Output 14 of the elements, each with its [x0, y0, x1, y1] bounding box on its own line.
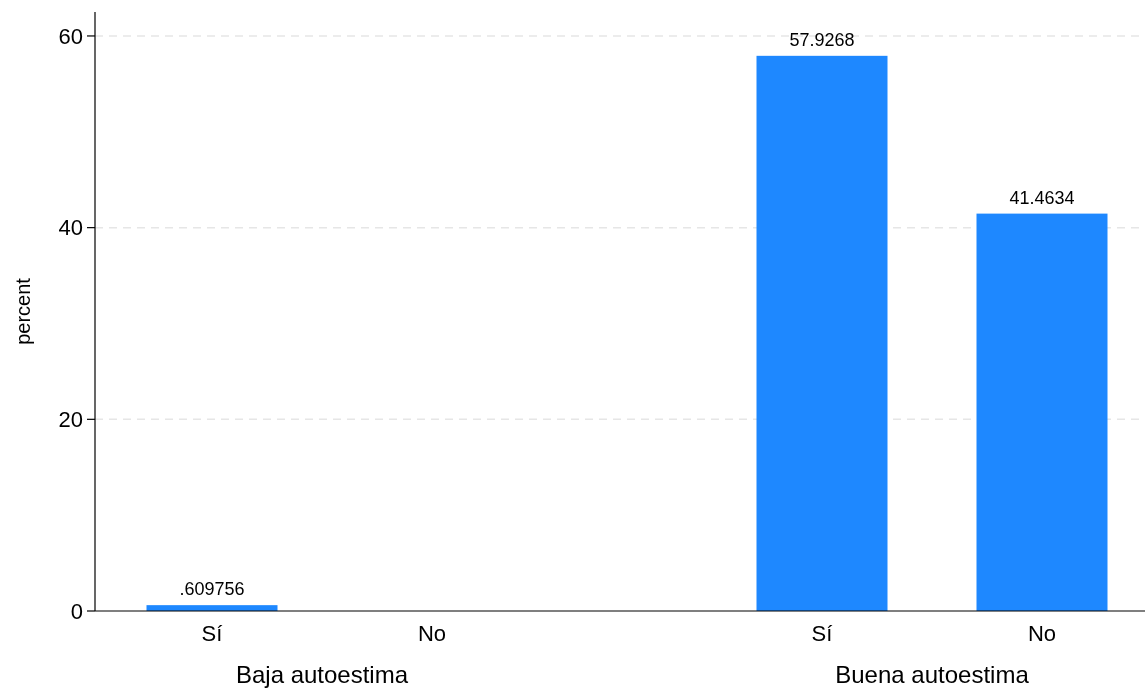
x-tick-label: No — [417, 621, 447, 646]
y-tick-label: 40 — [58, 215, 83, 241]
data-label: 57.9268 — [789, 29, 855, 50]
y-axis-title: percent — [12, 277, 34, 345]
data-label: .609756 — [179, 579, 245, 600]
data-label: 41.4634 — [1009, 187, 1075, 208]
y-tick-label: 60 — [58, 23, 83, 49]
x-tick-label: Sí — [811, 621, 833, 646]
x-tick-label: No — [1027, 621, 1057, 646]
text: Buena autoestima — [835, 661, 1030, 688]
y-tick-label: 20 — [58, 407, 83, 433]
text: Baja autoestima — [235, 661, 409, 688]
y-tick-label: 0 — [70, 598, 83, 624]
x-tick-label: Sí — [201, 621, 223, 646]
